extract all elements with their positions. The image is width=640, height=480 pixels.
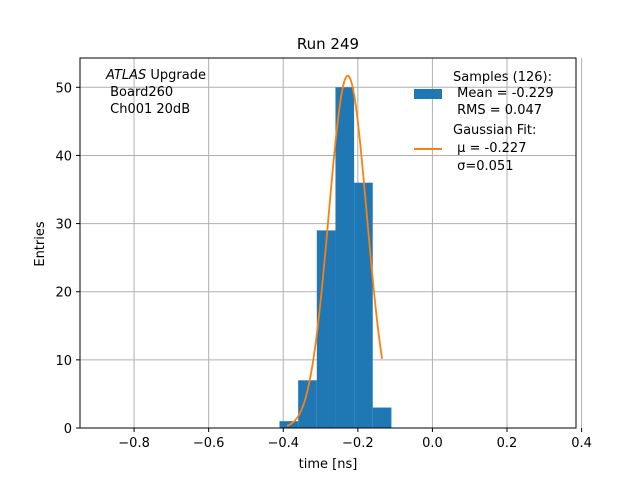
y-tick-label-2: 20 (55, 286, 72, 301)
x-tick-label-4: 0.0 (422, 436, 443, 451)
annotation-line-2: Board260 (106, 85, 173, 100)
annotation-atlas: ATLAS (105, 68, 146, 83)
histogram-bar-4 (354, 182, 373, 428)
annotation-upgrade: Upgrade (146, 68, 206, 83)
y-tick-label-3: 30 (55, 218, 72, 233)
legend-fit-sigma: σ=0.051 (453, 159, 513, 174)
annotation-box: ATLAS Upgrade Board260 Ch001 20dB (105, 68, 206, 117)
histogram-bar-2 (316, 230, 336, 428)
x-tick-label-5: 0.2 (497, 436, 518, 451)
y-tick-label-5: 50 (55, 81, 72, 96)
legend-fit-title: Gaussian Fit: (453, 123, 536, 138)
plot-area: −0.8 −0.6 −0.4 −0.2 0.0 0.2 0.4 0 10 20 30 40 50 (55, 57, 592, 451)
legend-samples-rms: RMS = 0.047 (453, 103, 542, 118)
axes-frame (79, 57, 577, 429)
x-axis-label: time [ns] (299, 457, 358, 472)
annotation-line-3: Ch001 20dB (106, 102, 190, 117)
y-tick-label-0: 0 (64, 422, 72, 437)
x-tick-label-1: −0.6 (193, 436, 225, 451)
y-axis-label: Entries (33, 221, 48, 267)
legend: Samples (126): Mean = -0.229 RMS = 0.047… (414, 70, 554, 174)
gaussian-fit-line (286, 74, 383, 427)
x-tick-label-6: 0.4 (571, 436, 592, 451)
x-tick-label-0: −0.8 (118, 436, 150, 451)
chart-title: Run 249 (297, 35, 359, 53)
x-tick-label-3: −0.2 (342, 436, 374, 451)
histogram-bar-5 (372, 407, 392, 428)
y-tick-label-4: 40 (55, 149, 72, 164)
annotation-line-1: ATLAS Upgrade (105, 68, 206, 83)
legend-samples-mean: Mean = -0.229 (453, 86, 554, 101)
y-tick-label-1: 10 (55, 354, 72, 369)
legend-fit-mu: μ = -0.227 (453, 141, 526, 156)
x-tick-label-2: −0.4 (267, 436, 299, 451)
legend-samples-title: Samples (126): (453, 70, 552, 85)
legend-samples-swatch (414, 89, 442, 99)
histogram-bar-1 (298, 380, 317, 428)
histogram-bar-3 (335, 87, 355, 429)
